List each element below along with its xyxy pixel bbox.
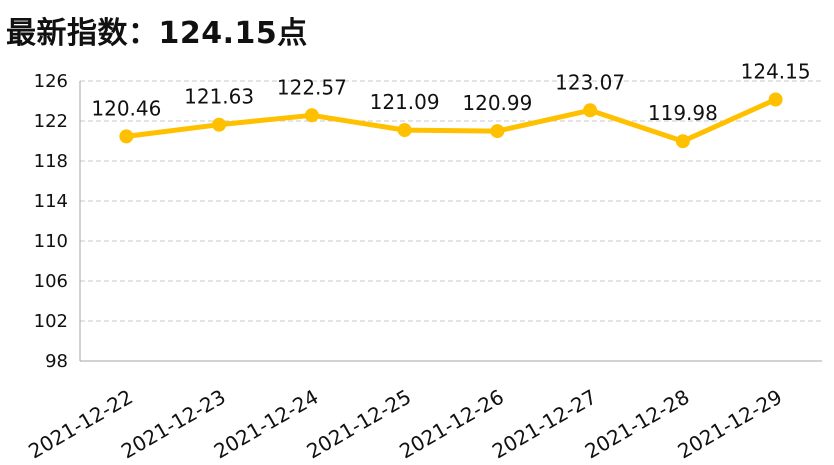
- axes: [79, 81, 822, 362]
- data-point: [768, 92, 783, 107]
- y-tick-label: 102: [34, 311, 68, 332]
- x-tick-label: 2021-12-27: [488, 385, 601, 464]
- x-tick-label: 2021-12-25: [302, 385, 415, 464]
- data-point: [212, 117, 227, 132]
- data-point: [490, 124, 505, 139]
- data-point: [397, 123, 412, 138]
- x-tick-label: 2021-12-29: [673, 385, 786, 464]
- data-label: 121.63: [184, 85, 254, 109]
- data-point: [304, 108, 319, 123]
- data-labels: 120.46 121.63 122.57 121.09 120.99 123.07 119.…: [91, 60, 810, 126]
- x-tick-label: 2021-12-24: [210, 385, 323, 464]
- y-tick-label: 118: [34, 151, 68, 172]
- series-line-layer: [123, 97, 779, 144]
- y-tick-label: 122: [34, 111, 68, 132]
- x-tick-label: 2021-12-22: [24, 385, 137, 464]
- y-tick-label: 110: [34, 231, 68, 252]
- data-label: 124.15: [741, 60, 811, 84]
- series-line: [123, 97, 779, 144]
- data-label: 119.98: [648, 101, 718, 125]
- data-point: [119, 129, 134, 144]
- data-label: 121.09: [370, 90, 440, 114]
- data-label: 120.46: [91, 96, 161, 120]
- y-tick-label: 126: [34, 71, 68, 92]
- y-axis-ticks: 98 102 106 110 114 118 122 126: [34, 71, 68, 372]
- x-axis-ticks: 2021-12-222021-12-232021-12-242021-12-25…: [24, 385, 786, 464]
- data-label: 123.07: [555, 70, 625, 94]
- x-tick-label: 2021-12-26: [395, 385, 508, 464]
- data-point: [583, 103, 598, 118]
- y-tick-label: 98: [45, 351, 68, 372]
- y-tick-label: 106: [34, 271, 68, 292]
- x-tick-label: 2021-12-23: [117, 385, 230, 464]
- gridlines: [80, 80, 822, 322]
- data-label: 120.99: [462, 91, 532, 115]
- x-tick-label: 2021-12-28: [581, 385, 694, 464]
- chart-title: 最新指数：124.15点: [6, 16, 308, 51]
- data-label: 122.57: [277, 75, 347, 99]
- data-points: [119, 92, 783, 149]
- data-point: [675, 134, 690, 149]
- y-tick-label: 114: [34, 191, 68, 212]
